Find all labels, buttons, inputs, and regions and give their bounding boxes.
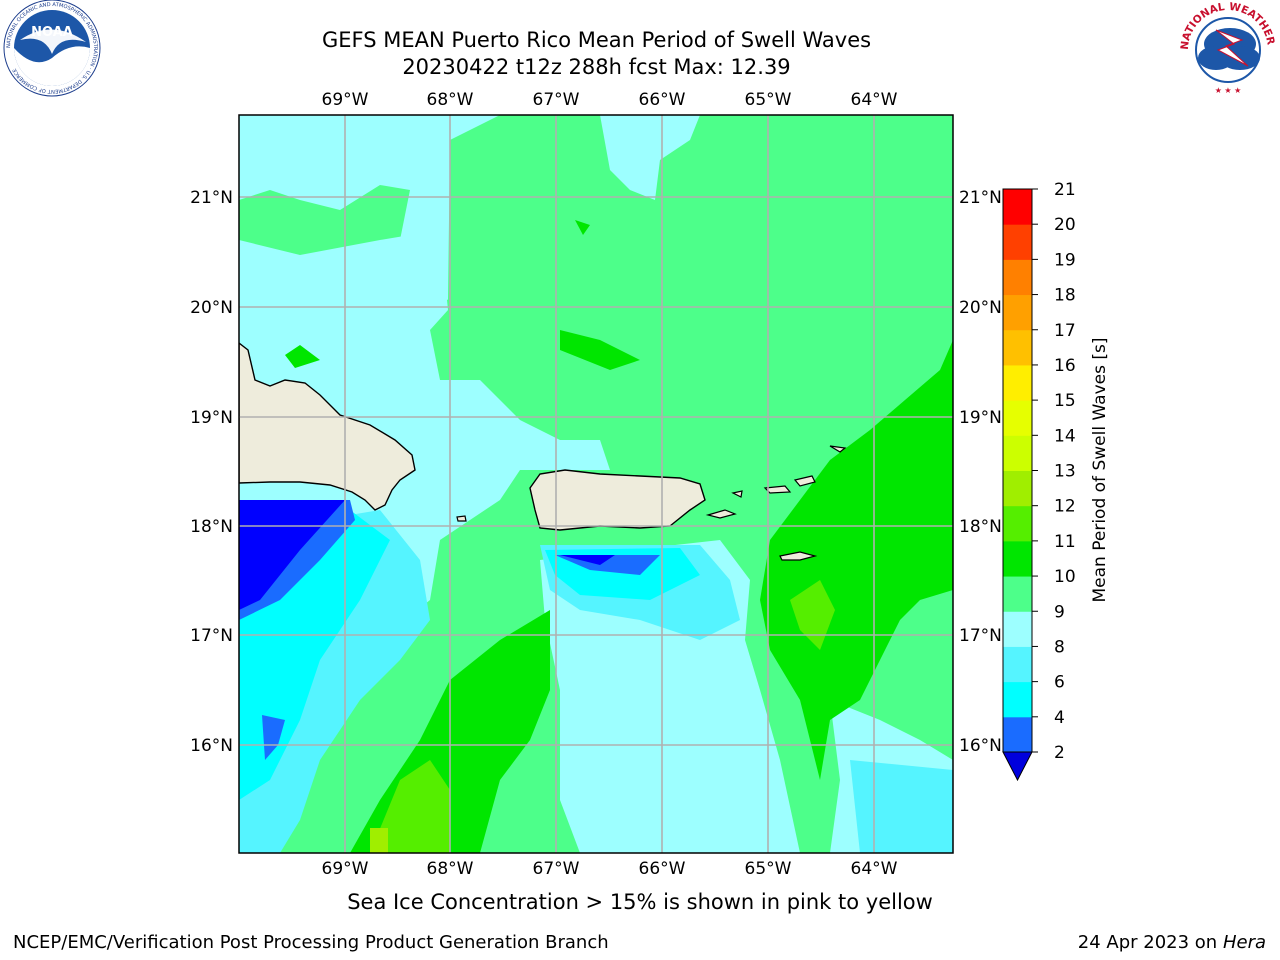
chart-title: GEFS MEAN Puerto Rico Mean Period of Swe…	[321, 28, 872, 52]
lon-tick-label-bottom: 64°W	[851, 859, 898, 879]
lon-tick-label-bottom: 69°W	[322, 859, 369, 879]
colorbar-tick-label: 9	[1054, 602, 1065, 622]
colorbar-segment	[1003, 400, 1032, 436]
lon-tick-label-bottom: 66°W	[639, 859, 686, 879]
lon-tick-label-top: 67°W	[533, 90, 580, 110]
lat-tick-label-right: 18°N	[959, 517, 1002, 537]
chart-subtitle: 20230422 t12z 288h fcst Max: 12.39	[402, 55, 791, 79]
map-panel	[239, 115, 953, 853]
colorbar-segment	[1003, 470, 1032, 507]
colorbar: 2 4 6 8 9 10 11 12 13 14 15 16 17 18 19 20 21	[1002, 180, 1076, 782]
nws-logo: NATIONAL WEATHER SERVICE ★ ★ ★	[1178, 0, 1277, 97]
lon-tick-label-top: 65°W	[745, 90, 792, 110]
contour-11-12s	[370, 580, 835, 853]
lon-tick-label-top: 69°W	[322, 90, 369, 110]
colorbar-tick-label: 16	[1054, 356, 1076, 376]
colorbar-tick-label: 2	[1054, 743, 1065, 763]
virgin-islands-land	[456, 445, 847, 561]
nws-stars-icon: ★ ★ ★	[1215, 86, 1242, 95]
lat-tick-label-right: 21°N	[959, 188, 1002, 208]
run-date: 24 Apr 2023 on Hera	[1078, 932, 1266, 953]
contour-10-11s-north	[285, 220, 640, 370]
lon-tick-label-bottom: 67°W	[533, 859, 580, 879]
lat-labels-left: 21°N 20°N 19°N 18°N 17°N 16°N	[190, 188, 233, 756]
colorbar-tick-label: 19	[1054, 250, 1076, 270]
colorbar-tick-label: 15	[1054, 391, 1076, 411]
lat-tick-label-left: 16°N	[190, 736, 233, 756]
machine-name: Hera	[1222, 932, 1266, 953]
map-frame	[238, 114, 954, 854]
colorbar-tick-label: 4	[1054, 708, 1065, 728]
lat-tick-label-left: 17°N	[190, 626, 233, 646]
colorbar-tick-label: 6	[1054, 673, 1065, 693]
lat-tick-label-left: 21°N	[190, 188, 233, 208]
lon-labels-top: 69°W 68°W 67°W 66°W 65°W 64°W	[322, 90, 898, 110]
contour-below-2s	[239, 500, 615, 610]
colorbar-tick-label: 18	[1054, 286, 1076, 306]
hispaniola-land	[239, 342, 416, 511]
colorbar-segment	[1003, 294, 1032, 331]
colorbar-segment	[1003, 435, 1032, 471]
lat-tick-label-right: 16°N	[959, 736, 1002, 756]
lat-tick-label-right: 17°N	[959, 626, 1002, 646]
colorbar-segment	[1003, 540, 1032, 577]
sea-ice-note: Sea Ice Concentration > 15% is shown in …	[347, 890, 933, 914]
lat-tick-label-left: 19°N	[190, 408, 233, 428]
lon-tick-label-bottom: 68°W	[427, 859, 474, 879]
colorbar-segment	[1003, 716, 1032, 753]
date-text: 24 Apr 2023 on	[1077, 932, 1223, 953]
colorbar-segment	[1003, 611, 1032, 647]
colorbar-segment	[1003, 259, 1032, 296]
contour-10-11s-east	[760, 340, 953, 780]
colorbar-segment	[1003, 576, 1032, 612]
noaa-logo-text: NOAA	[31, 25, 73, 40]
colorbar-tick-label: 14	[1054, 426, 1076, 446]
lon-tick-label-top: 64°W	[851, 90, 898, 110]
colorbar-tick-label: 8	[1054, 637, 1065, 657]
colorbar-tick-label: 21	[1054, 180, 1076, 200]
lat-tick-label-left: 18°N	[190, 517, 233, 537]
contour-8-9s-north	[600, 115, 700, 200]
lon-tick-label-bottom: 65°W	[745, 859, 792, 879]
lat-labels-right: 21°N 20°N 19°N 18°N 17°N 16°N	[959, 188, 1002, 756]
colorbar-tick-label: 12	[1054, 497, 1076, 517]
lat-tick-label-right: 19°N	[959, 408, 1002, 428]
contour-6-8s-se	[850, 760, 953, 853]
lat-tick-label-right: 20°N	[959, 298, 1002, 318]
colorbar-tick-label: 17	[1054, 321, 1076, 341]
colorbar-tick-label: 10	[1054, 567, 1076, 587]
contour-12-13s	[370, 828, 388, 853]
colorbar-segment	[1003, 329, 1032, 366]
colorbar-title: Mean Period of Swell Waves [s]	[1090, 338, 1110, 603]
colorbar-tick-label: 11	[1054, 532, 1076, 552]
colorbar-segment	[1003, 224, 1032, 260]
lon-labels-bottom: 69°W 68°W 67°W 66°W 65°W 64°W	[322, 859, 898, 879]
colorbar-tick-label: 13	[1054, 462, 1076, 482]
colorbar-tick-label: 20	[1054, 215, 1076, 235]
lat-tick-label-left: 20°N	[190, 298, 233, 318]
colorbar-extend-arrow	[1002, 751, 1033, 782]
credit-text: NCEP/EMC/Verification Post Processing Pr…	[13, 932, 609, 953]
lat-lon-gridlines	[239, 115, 953, 853]
colorbar-segment	[1003, 646, 1032, 683]
colorbar-segment	[1003, 505, 1032, 542]
noaa-logo: NOAA NATIONAL OCEANIC AND ATMOSPHERIC AD…	[3, 0, 101, 97]
colorbar-segment	[1003, 364, 1032, 401]
lon-tick-label-top: 68°W	[427, 90, 474, 110]
colorbar-segment	[1003, 189, 1032, 225]
colorbar-segment	[1003, 681, 1032, 718]
lon-tick-label-top: 66°W	[639, 90, 686, 110]
